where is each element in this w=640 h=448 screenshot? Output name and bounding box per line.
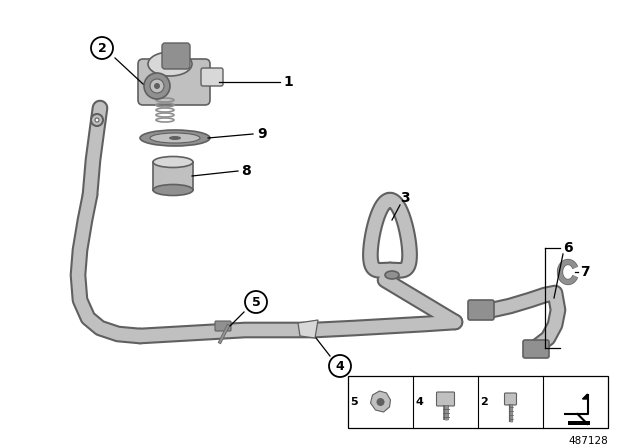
Text: 4: 4 xyxy=(415,397,423,407)
FancyBboxPatch shape xyxy=(138,59,210,105)
Circle shape xyxy=(376,398,385,406)
Circle shape xyxy=(329,355,351,377)
Text: 5: 5 xyxy=(350,397,358,407)
Text: 5: 5 xyxy=(252,296,260,309)
Circle shape xyxy=(91,37,113,59)
Polygon shape xyxy=(371,391,390,412)
FancyBboxPatch shape xyxy=(201,68,223,86)
Ellipse shape xyxy=(169,136,181,140)
Ellipse shape xyxy=(148,52,192,76)
Circle shape xyxy=(245,291,267,313)
Ellipse shape xyxy=(385,271,399,279)
Text: 2: 2 xyxy=(98,42,106,55)
Polygon shape xyxy=(298,320,318,338)
Bar xyxy=(568,421,589,425)
FancyBboxPatch shape xyxy=(436,392,454,406)
Bar xyxy=(153,162,193,190)
Bar xyxy=(348,376,608,428)
Text: 487128: 487128 xyxy=(568,436,608,446)
Circle shape xyxy=(91,114,103,126)
Polygon shape xyxy=(582,394,588,399)
Text: 6: 6 xyxy=(563,241,573,255)
Text: 7: 7 xyxy=(580,265,589,279)
FancyBboxPatch shape xyxy=(468,300,494,320)
Text: 1: 1 xyxy=(283,75,292,89)
FancyBboxPatch shape xyxy=(215,321,231,331)
Text: 9: 9 xyxy=(257,127,267,141)
Ellipse shape xyxy=(153,156,193,168)
Circle shape xyxy=(95,118,99,122)
Ellipse shape xyxy=(140,130,210,146)
FancyBboxPatch shape xyxy=(523,340,549,358)
Circle shape xyxy=(150,79,164,93)
Text: 8: 8 xyxy=(241,164,251,178)
Text: 4: 4 xyxy=(335,359,344,372)
FancyBboxPatch shape xyxy=(162,43,190,69)
Ellipse shape xyxy=(153,185,193,195)
Circle shape xyxy=(154,83,160,89)
FancyBboxPatch shape xyxy=(504,393,516,405)
Text: 3: 3 xyxy=(400,191,410,205)
Circle shape xyxy=(144,73,170,99)
Ellipse shape xyxy=(150,133,200,143)
Text: 2: 2 xyxy=(480,397,488,407)
